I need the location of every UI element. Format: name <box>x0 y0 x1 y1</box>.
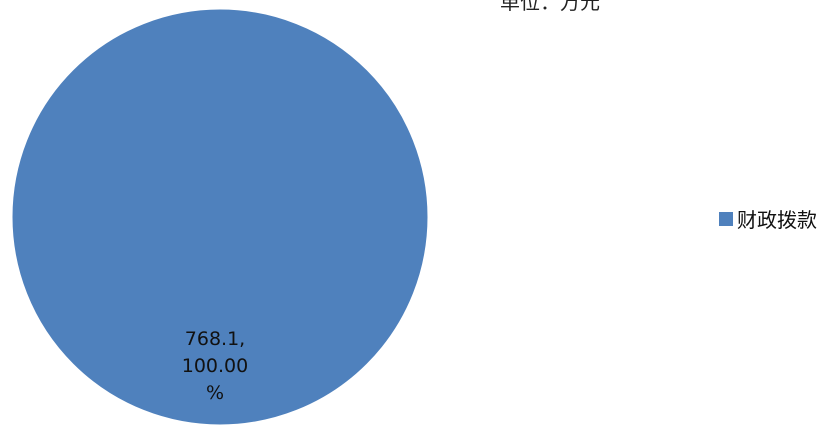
legend: 财政拨款 <box>719 204 817 233</box>
data-label-percent-sign: % <box>205 382 225 404</box>
data-label-value: 768.1, <box>184 328 246 350</box>
data-label-percent: 100.00 <box>181 355 249 377</box>
legend-label: 财政拨款 <box>737 208 817 232</box>
legend-swatch <box>719 211 733 226</box>
pie-slice-0 <box>11 8 429 426</box>
data-label: 768.1, 100.00 % <box>160 326 270 407</box>
unit-label: 单位：万元 <box>500 0 600 14</box>
